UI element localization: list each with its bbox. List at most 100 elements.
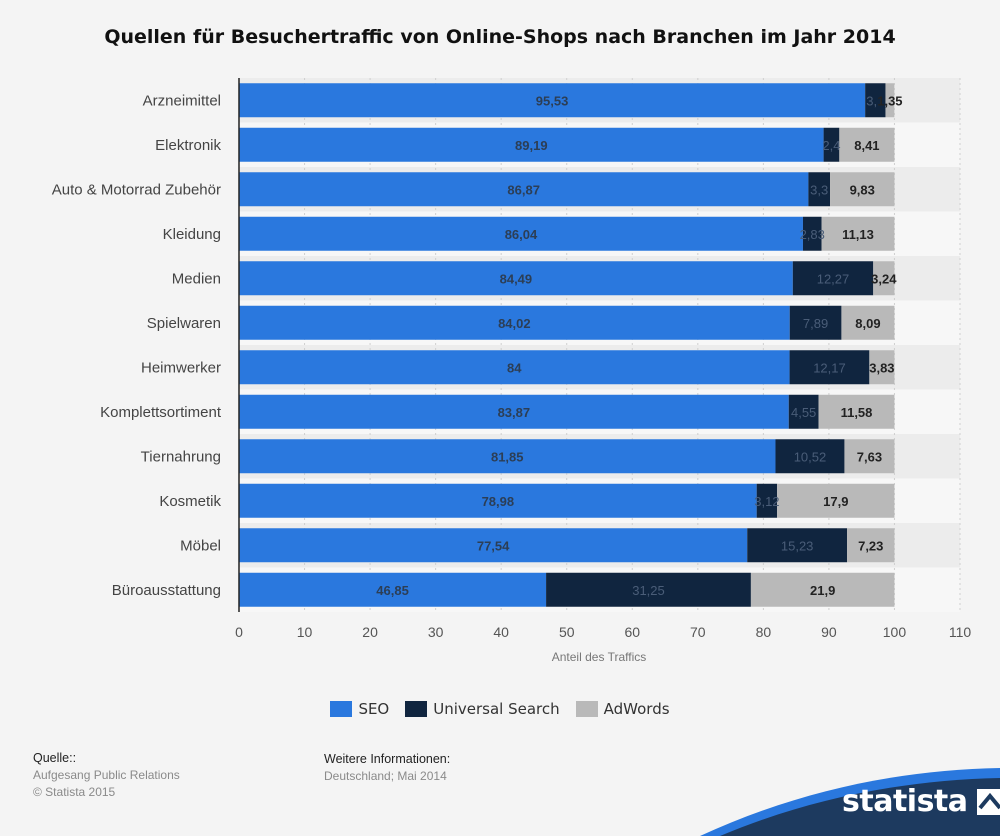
statista-logo-icon <box>976 788 1000 815</box>
bar-universal-search-arzneimittel[interactable] <box>865 83 886 118</box>
value-label-universal-search: 10,52 <box>794 449 827 464</box>
bar-adwords-medien[interactable] <box>873 261 895 296</box>
bar-seo-komplettsortiment[interactable] <box>239 394 789 429</box>
bar-seo-spielwaren[interactable] <box>239 305 790 340</box>
bar-adwords-kleidung[interactable] <box>821 216 895 251</box>
value-label-adwords: 7,23 <box>858 538 883 553</box>
bar-universal-search-kleidung[interactable] <box>802 216 822 251</box>
bar-adwords-büroausstattung[interactable] <box>750 572 895 607</box>
bar-adwords-kosmetik[interactable] <box>777 483 895 518</box>
chart-title: Quellen für Besuchertraffic von Online-S… <box>104 26 896 48</box>
bar-seo-heimwerker[interactable] <box>239 350 790 385</box>
x-tick-label: 60 <box>624 624 640 640</box>
value-label-seo: 77,54 <box>477 538 510 553</box>
bars <box>239 83 895 607</box>
x-tick-label: 90 <box>821 624 837 640</box>
value-label-adwords: 8,41 <box>854 138 879 153</box>
source-heading: Quelle:: <box>33 751 77 765</box>
category-label-kleidung: Kleidung <box>163 226 221 243</box>
bar-universal-search-spielwaren[interactable] <box>789 305 842 340</box>
gridlines <box>304 78 961 612</box>
value-label-adwords: 3,24 <box>871 271 897 286</box>
source-line-1[interactable]: Aufgesang Public Relations <box>33 768 180 782</box>
x-tick-label: 50 <box>559 624 575 640</box>
value-label-universal-search: 31,25 <box>632 583 665 598</box>
category-label-komplettsortiment: Komplettsortiment <box>100 404 222 421</box>
x-tick-label: 100 <box>883 624 907 640</box>
legend-item-adwords[interactable]: AdWords <box>575 700 670 718</box>
statista-logo[interactable]: statista <box>842 784 1000 819</box>
bar-universal-search-komplettsortiment[interactable] <box>788 394 819 429</box>
value-label-universal-search: 2,83 <box>800 227 825 242</box>
category-label-heimwerker: Heimwerker <box>141 359 221 376</box>
bar-universal-search-medien[interactable] <box>792 261 874 296</box>
bar-universal-search-tiernahrung[interactable] <box>775 439 845 474</box>
bar-seo-tiernahrung[interactable] <box>239 439 776 474</box>
value-labels: 95,53 3,11,35 89,19 2,4 8,41 86,87 3,3 9,83 86,0… <box>376 93 902 598</box>
value-label-universal-search: 4,55 <box>791 405 816 420</box>
category-labels: Arzneimittel Elektronik Auto & Motorrad Zu… <box>52 92 222 599</box>
legend-swatch-universal-search <box>405 701 428 717</box>
info-heading: Weitere Informationen: <box>324 752 451 766</box>
brand-band <box>700 768 1000 836</box>
x-tick-labels: 0 10 20 30 40 50 60 70 80 90 100 110 <box>235 624 971 640</box>
bar-seo-kleidung[interactable] <box>239 216 803 251</box>
value-label-seo: 86,87 <box>507 182 540 197</box>
legend: SEO Universal Search AdWords <box>0 700 1000 718</box>
value-label-adwords: 11,58 <box>841 405 873 420</box>
value-label-adwords: 9,83 <box>850 182 875 197</box>
value-label-adwords: 11,13 <box>842 227 874 242</box>
bar-adwords-arzneimittel[interactable] <box>885 83 895 118</box>
legend-item-universal-search[interactable]: Universal Search <box>405 700 560 718</box>
category-label-möbel: Möbel <box>180 537 221 554</box>
category-label-auto-motorrad-zubehör: Auto & Motorrad Zubehör <box>52 181 221 198</box>
bar-seo-elektronik[interactable] <box>239 127 824 162</box>
bar-universal-search-auto-motorrad-zubehör[interactable] <box>808 172 831 207</box>
brand-name: statista <box>842 784 968 819</box>
value-label-universal-search: 3,3 <box>810 182 828 197</box>
bar-seo-auto-motorrad-zubehör[interactable] <box>239 172 809 207</box>
value-label-universal-search: 3,12 <box>754 494 779 509</box>
legend-label-universal-search: Universal Search <box>433 700 560 718</box>
bar-adwords-tiernahrung[interactable] <box>844 439 895 474</box>
value-label-adwords: 7,63 <box>857 449 882 464</box>
value-label-universal-search: 12,17 <box>813 360 846 375</box>
x-tick-label: 80 <box>756 624 772 640</box>
category-label-büroausstattung: Büroausstattung <box>112 582 221 599</box>
value-label-seo: 81,85 <box>491 449 524 464</box>
stacked-bar-chart: 95,53 3,11,35 89,19 2,4 8,41 86,87 3,3 9,83 86,0… <box>52 78 971 664</box>
bar-seo-medien[interactable] <box>239 261 793 296</box>
bar-adwords-komplettsortiment[interactable] <box>818 394 895 429</box>
value-label-adwords: 21,9 <box>810 583 835 598</box>
bar-universal-search-möbel[interactable] <box>747 528 848 563</box>
value-label-universal-search: 7,89 <box>803 316 828 331</box>
category-label-arzneimittel: Arzneimittel <box>143 92 221 109</box>
bar-seo-arzneimittel[interactable] <box>239 83 866 118</box>
bar-universal-search-elektronik[interactable] <box>823 127 840 162</box>
x-axis-label: Anteil des Traffics <box>552 650 647 664</box>
source-line-2: © Statista 2015 <box>33 785 116 799</box>
value-label-universal-search: 2,4 <box>822 138 840 153</box>
x-tick-label: 20 <box>362 624 378 640</box>
info-block: Weitere Informationen: Deutschland; Mai … <box>324 751 450 785</box>
x-tick-label: 10 <box>297 624 313 640</box>
bar-seo-kosmetik[interactable] <box>239 483 757 518</box>
x-tick-label: 70 <box>690 624 706 640</box>
bar-adwords-auto-motorrad-zubehör[interactable] <box>830 172 895 207</box>
bar-adwords-elektronik[interactable] <box>839 127 895 162</box>
legend-item-seo[interactable]: SEO <box>330 700 389 718</box>
bar-adwords-möbel[interactable] <box>847 528 895 563</box>
bar-seo-büroausstattung[interactable] <box>239 572 547 607</box>
bar-adwords-spielwaren[interactable] <box>841 305 895 340</box>
value-label-seo: 84,49 <box>500 271 533 286</box>
value-label-seo: 84 <box>507 360 522 375</box>
value-label-adwords: 1,35 <box>877 93 902 108</box>
bar-adwords-heimwerker[interactable] <box>869 350 895 385</box>
value-label-seo: 84,02 <box>498 316 531 331</box>
bar-universal-search-büroausstattung[interactable] <box>546 572 751 607</box>
bar-seo-möbel[interactable] <box>239 528 748 563</box>
bar-universal-search-heimwerker[interactable] <box>789 350 870 385</box>
bar-universal-search-kosmetik[interactable] <box>756 483 778 518</box>
brand-band-shape <box>720 778 1000 836</box>
legend-swatch-seo <box>330 701 353 717</box>
